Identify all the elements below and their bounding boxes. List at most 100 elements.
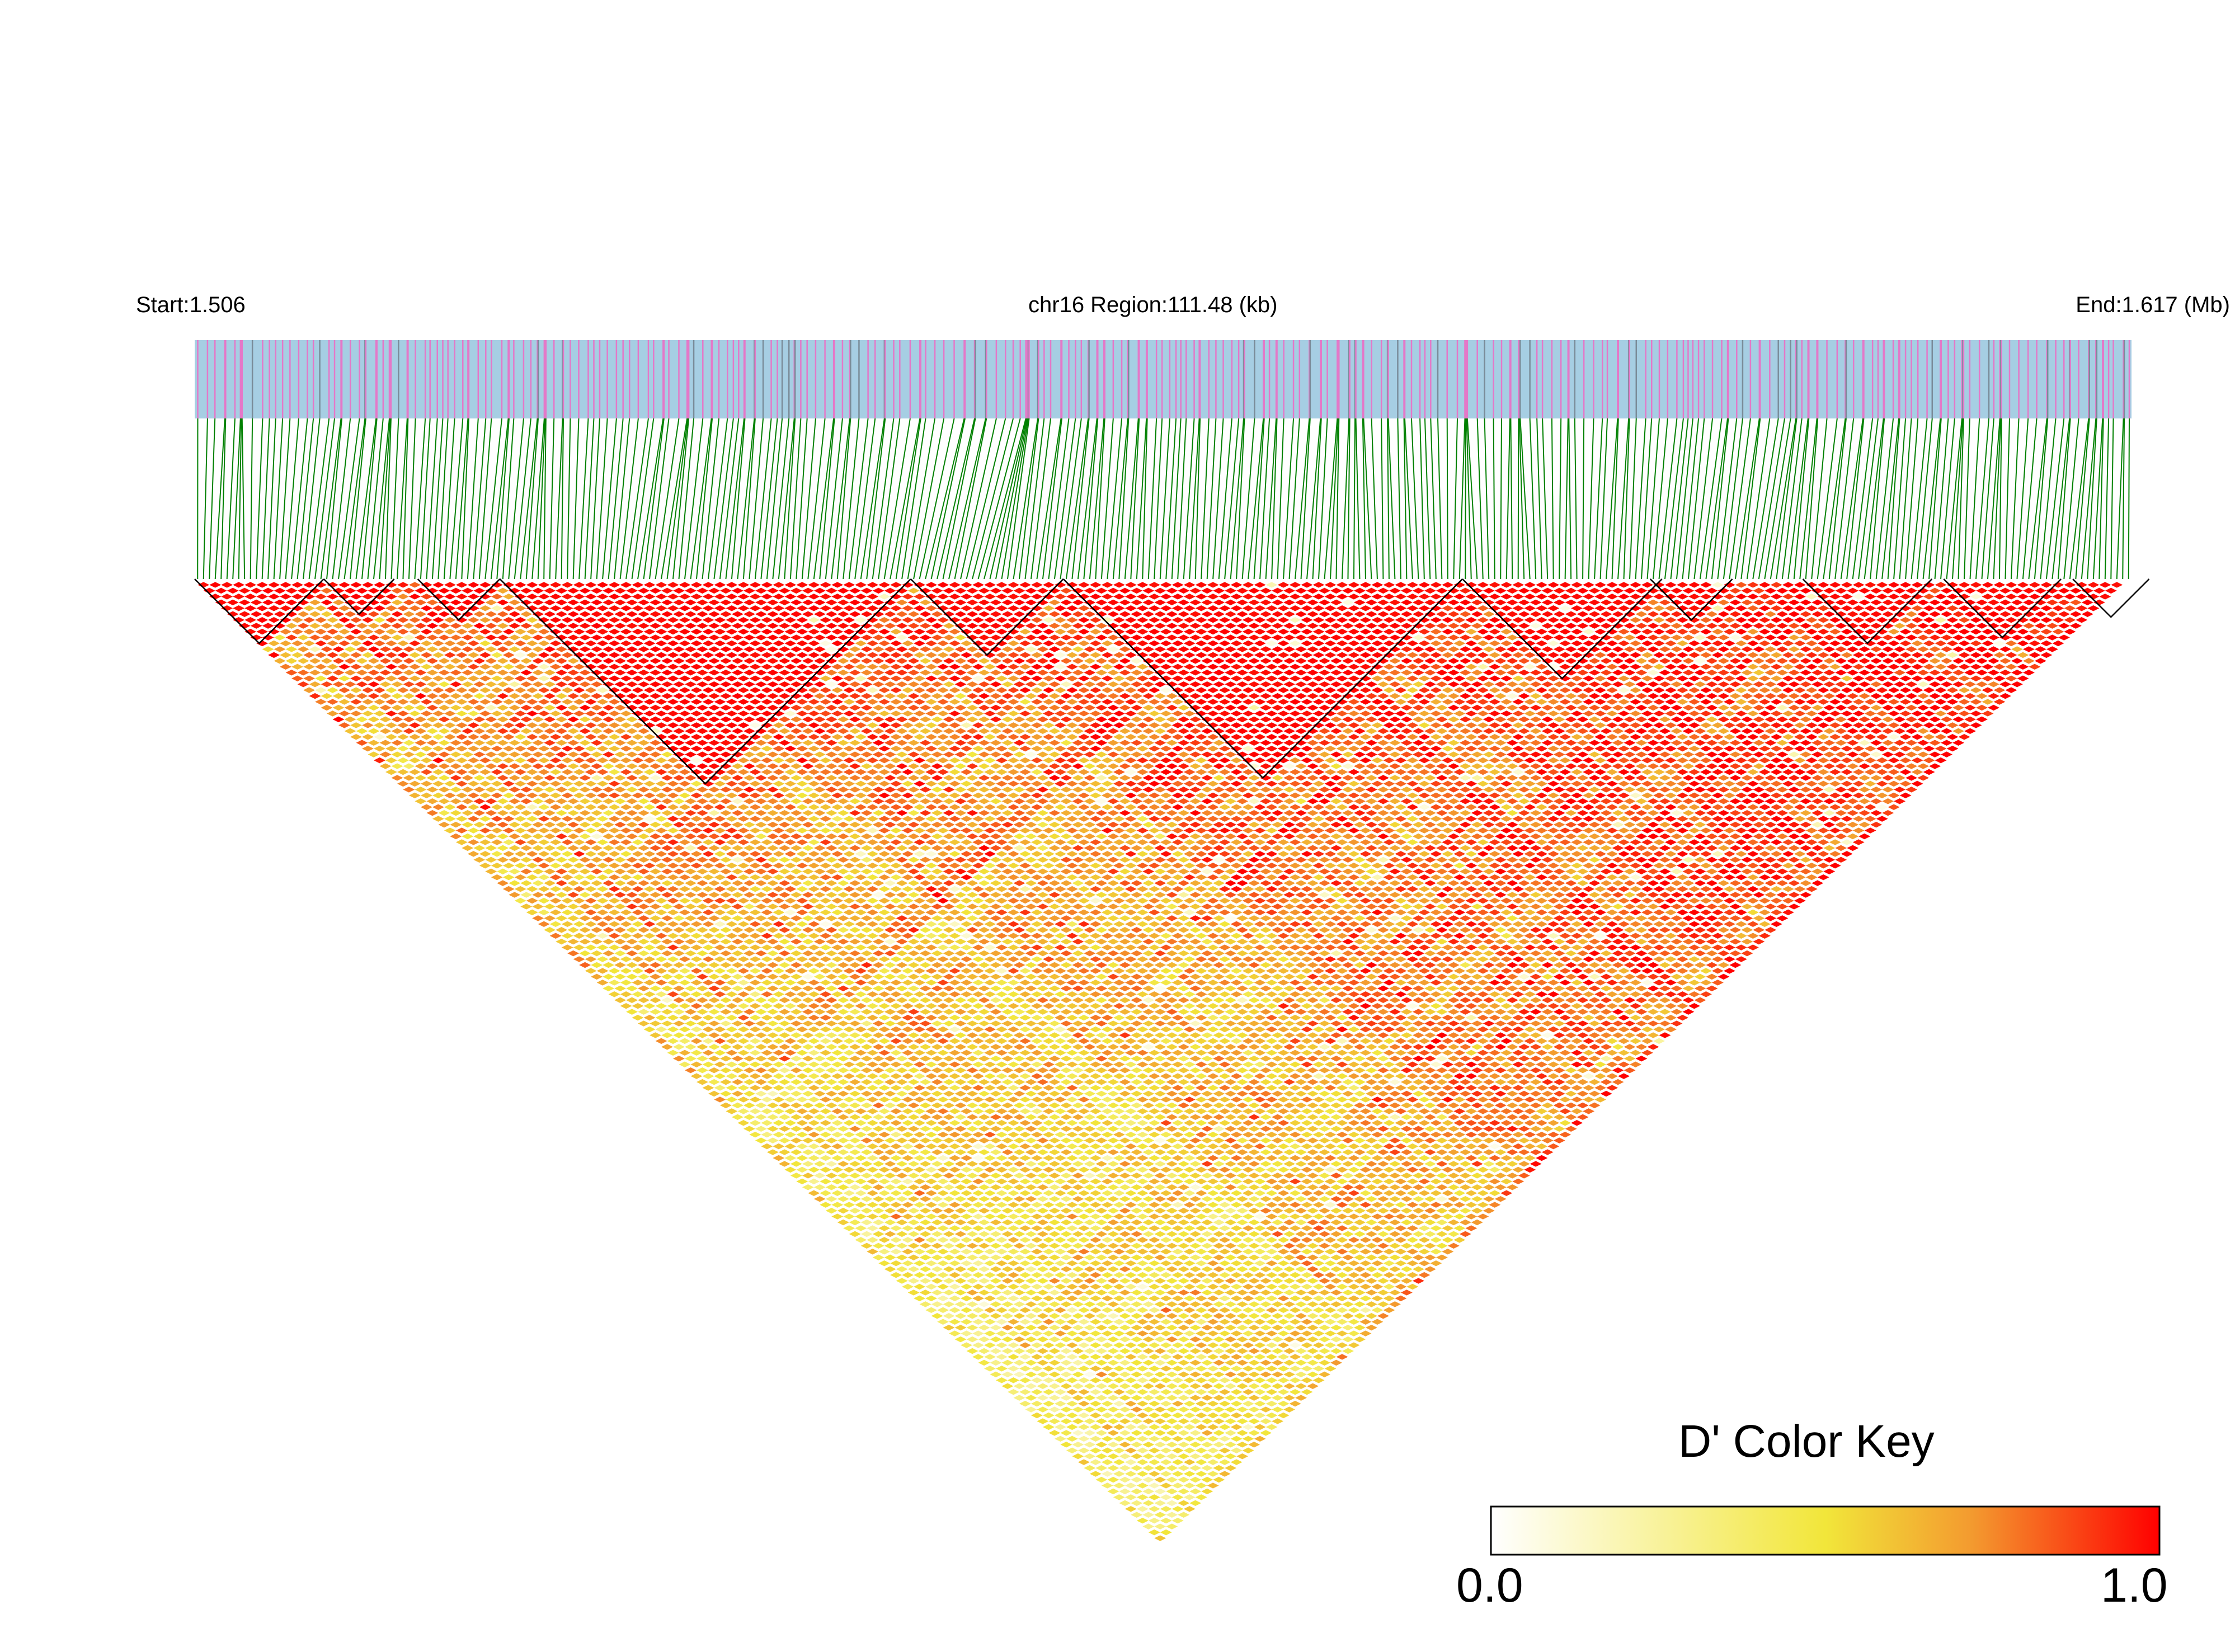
ld-cell — [731, 845, 744, 851]
ld-cell — [673, 938, 685, 945]
ld-cell — [497, 599, 509, 606]
ld-cell — [509, 658, 521, 664]
ld-cell — [514, 816, 526, 822]
ld-cell — [784, 1003, 797, 1009]
ld-cell — [890, 1014, 902, 1021]
ld-cell — [585, 839, 597, 845]
snp-connector — [655, 418, 680, 580]
ld-cell — [1124, 1377, 1137, 1383]
ld-cell — [673, 751, 685, 757]
ld-cell — [1312, 1377, 1325, 1383]
ld-cell — [954, 1149, 967, 1155]
ld-cell — [1124, 1330, 1137, 1336]
ld-cell — [1189, 1313, 1202, 1319]
ld-cell — [1113, 1377, 1125, 1383]
ld-cell — [878, 1096, 891, 1103]
ld-cell — [467, 605, 479, 611]
ld-cell — [784, 980, 797, 986]
ld-cell — [643, 921, 656, 928]
snp-connector — [1077, 418, 1098, 580]
ld-cell — [808, 1049, 820, 1056]
ld-cell — [790, 903, 802, 910]
ld-cell — [1124, 1237, 1137, 1243]
ld-cell — [315, 699, 327, 705]
snp-connector — [1476, 418, 1484, 580]
ld-cell — [773, 1085, 785, 1091]
snp-connector — [267, 418, 276, 580]
ld-cell — [684, 927, 697, 933]
ld-cell — [972, 1354, 985, 1360]
ld-cell — [1054, 1377, 1066, 1383]
ld-cell — [1007, 1237, 1019, 1243]
ld-cell — [661, 892, 674, 898]
ld-cell — [743, 915, 755, 921]
ld-cell — [520, 856, 533, 863]
ld-cell — [391, 658, 403, 664]
ld-cell — [538, 839, 550, 845]
ld-cell — [778, 1032, 791, 1038]
ld-cell — [561, 944, 573, 950]
ld-cell — [778, 1137, 791, 1143]
ld-cell — [1013, 1371, 1025, 1378]
ld-cell — [420, 605, 432, 611]
ld-cell — [855, 1166, 867, 1173]
ld-cell — [907, 1067, 920, 1074]
ld-cell — [1054, 1389, 1066, 1395]
ld-cell — [719, 787, 732, 793]
snp-connector — [1024, 418, 1045, 580]
ld-cell — [684, 856, 697, 863]
ld-cell — [843, 1143, 855, 1150]
ld-cell — [1207, 1283, 1219, 1290]
ld-cell — [356, 623, 368, 629]
ld-cell — [1107, 1207, 1119, 1214]
ld-cell — [855, 1120, 867, 1126]
ld-cell — [978, 1254, 990, 1260]
ld-cell — [391, 623, 403, 629]
ld-cell — [1131, 1476, 1143, 1483]
ld-cell — [561, 722, 573, 728]
ld-cell — [268, 582, 280, 588]
ld-cell — [350, 605, 362, 611]
ld-cell — [1189, 1371, 1202, 1378]
ld-cell — [878, 1049, 891, 1056]
ld-cell — [632, 780, 644, 787]
ld-cell — [978, 1324, 990, 1331]
ld-cell — [702, 792, 714, 799]
ld-cell — [949, 1131, 961, 1138]
ld-cell — [509, 623, 521, 629]
ld-cell — [520, 670, 533, 676]
ld-cell — [579, 775, 591, 781]
ld-cell — [1019, 1354, 1031, 1360]
ld-cell — [280, 652, 292, 658]
ld-cell — [755, 915, 767, 921]
ld-cell — [561, 792, 573, 799]
ld-cell — [766, 821, 779, 828]
ld-cell — [1254, 1424, 1266, 1430]
ld-cell — [356, 658, 368, 664]
snp-connector — [1740, 418, 1761, 580]
ld-cell — [1183, 1330, 1196, 1336]
ld-cell — [532, 634, 544, 641]
ld-cell — [931, 1090, 943, 1097]
ld-cell — [802, 927, 814, 933]
ld-cell — [1260, 1430, 1272, 1436]
ld-cell — [1019, 1143, 1031, 1150]
ld-cell — [1148, 1237, 1160, 1243]
ld-cell — [1154, 1465, 1166, 1471]
ld-cell — [778, 927, 791, 933]
snp-connector — [1306, 418, 1321, 580]
ld-cell — [919, 1254, 931, 1260]
ld-cell — [878, 1026, 891, 1033]
ld-cell — [467, 816, 479, 822]
snp-connector — [461, 418, 469, 580]
ld-cell — [867, 1237, 879, 1243]
ld-cell — [1077, 1143, 1090, 1150]
ld-cell — [397, 710, 409, 717]
ld-cell — [702, 1003, 714, 1009]
ld-cell — [485, 809, 497, 816]
ld-cell — [297, 670, 309, 676]
ld-cell — [1054, 1213, 1066, 1220]
ld-cell — [825, 950, 837, 957]
ld-cell — [585, 851, 597, 857]
snp-connector — [1588, 418, 1594, 580]
